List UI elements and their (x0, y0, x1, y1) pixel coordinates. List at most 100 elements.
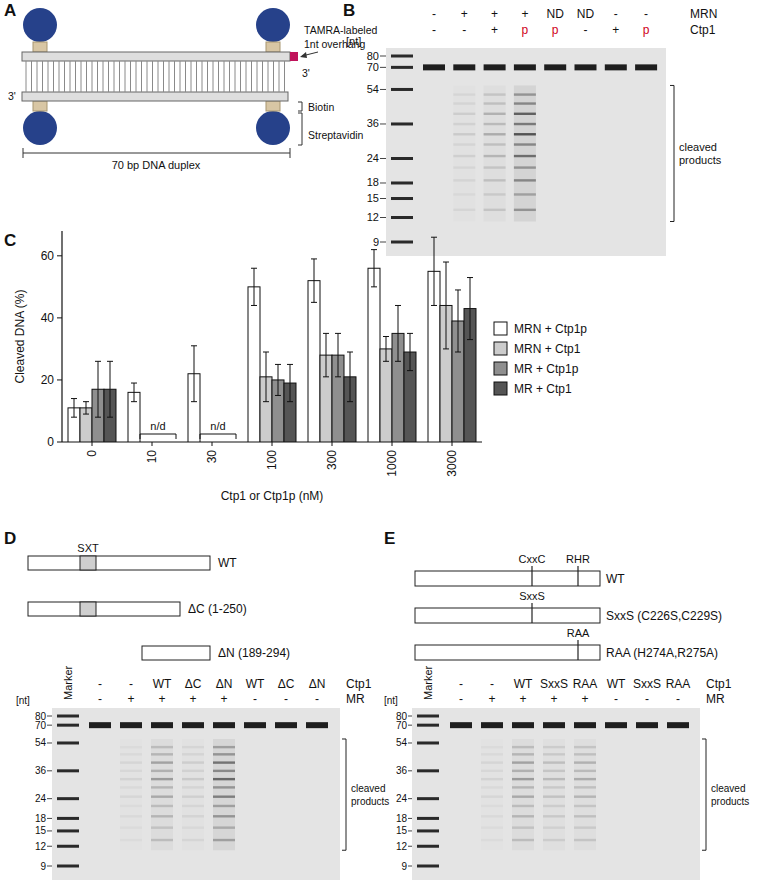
construct-label: ΔN (189-294) (218, 646, 290, 660)
panel-letter: C (4, 231, 16, 250)
product-band (453, 123, 475, 125)
error-bar (263, 352, 269, 402)
product-band (453, 209, 475, 211)
legend-swatch (494, 342, 507, 355)
marker-tick (408, 818, 412, 819)
product-band (514, 179, 536, 181)
substrate-band (213, 722, 235, 728)
annotation: Biotin (308, 101, 334, 113)
motif-box (80, 556, 96, 570)
marker-size-label: 18 (367, 176, 379, 188)
substrate-band (120, 722, 142, 728)
lane-condition: - (284, 692, 288, 706)
product-band (481, 815, 503, 817)
product-band (512, 795, 534, 797)
substrate-band (575, 64, 597, 70)
construct-bar (28, 556, 210, 570)
product-smear (484, 85, 506, 221)
motif-label: RHR (566, 553, 590, 565)
product-band (484, 179, 506, 181)
base-pair (103, 61, 104, 92)
x-tick-label: 100 (265, 450, 279, 470)
product-band (151, 826, 173, 828)
lane-condition: ΔC (278, 677, 295, 691)
construct-label: WT (606, 572, 625, 586)
marker-band (391, 197, 413, 200)
substrate-band (453, 64, 475, 70)
lane-condition: RAA (573, 677, 598, 691)
product-band (120, 795, 142, 797)
y-tick-label: 0 (47, 435, 54, 449)
substrate-band (306, 722, 328, 728)
marker-tick (47, 846, 52, 847)
substrate-band (514, 64, 536, 70)
marker-size-label: 70 (396, 720, 408, 731)
x-tick (272, 442, 273, 446)
base-pair (246, 61, 247, 92)
lane-condition: - (462, 23, 466, 37)
marker-size-label: 24 (35, 793, 47, 804)
base-pair (251, 61, 252, 92)
product-band (574, 815, 596, 817)
marker-band (391, 66, 413, 69)
error-bar (311, 259, 317, 302)
product-band (574, 753, 596, 755)
x-tick (392, 442, 393, 446)
product-band (574, 839, 596, 841)
marker-tick (47, 818, 52, 819)
marker-band (57, 817, 79, 820)
bar-chart (57, 231, 507, 446)
marker-size-label: 36 (367, 117, 379, 129)
product-band (514, 143, 536, 145)
product-band (484, 113, 506, 115)
product-band (213, 795, 235, 797)
marker-band (391, 181, 413, 184)
product-band (512, 839, 534, 841)
marker-tick (380, 67, 386, 68)
marker-tick (380, 123, 386, 124)
biotin (33, 101, 47, 111)
base-pair (114, 61, 115, 92)
motif-tick (577, 566, 578, 586)
product-band (543, 786, 565, 788)
lane-condition: p (522, 23, 529, 37)
lane-condition: p (643, 23, 650, 37)
bracket-label-line: cleaved (711, 783, 745, 794)
product-band (453, 93, 475, 95)
streptavidin (23, 111, 57, 145)
error-bar (455, 290, 461, 352)
base-pair (158, 61, 159, 92)
marker-lane-label: Marker (62, 665, 74, 700)
marker-tick (408, 846, 412, 847)
product-band (120, 761, 142, 763)
lane-condition: + (461, 7, 468, 21)
dimension-end (290, 148, 291, 158)
lane-condition: ΔN (216, 677, 233, 691)
marker-band (391, 55, 413, 58)
product-band (574, 786, 596, 788)
lane-condition: - (490, 677, 494, 691)
product-band (543, 815, 565, 817)
error-bar (443, 262, 449, 349)
lane-condition: + (612, 23, 619, 37)
marker-tick (380, 198, 386, 199)
annotation: TAMRA-labeled (304, 24, 377, 36)
product-band (453, 133, 475, 135)
bars (68, 237, 476, 442)
substrate-band (275, 722, 297, 728)
lane-condition: - (459, 692, 463, 706)
product-band (574, 770, 596, 772)
marker-size-label: 36 (35, 765, 47, 776)
marker-tick (408, 798, 412, 799)
bracket (670, 85, 674, 221)
lane-condition: - (129, 677, 133, 691)
product-band (453, 102, 475, 104)
x-tick-label: 3000 (445, 450, 459, 477)
product-band (574, 805, 596, 807)
marker-band (417, 845, 439, 848)
bracket-label-line: cleaved (679, 141, 717, 153)
error-bar (71, 399, 77, 418)
base-pair (81, 61, 82, 92)
marker-size-label: 54 (396, 737, 408, 748)
product-band (574, 746, 596, 748)
